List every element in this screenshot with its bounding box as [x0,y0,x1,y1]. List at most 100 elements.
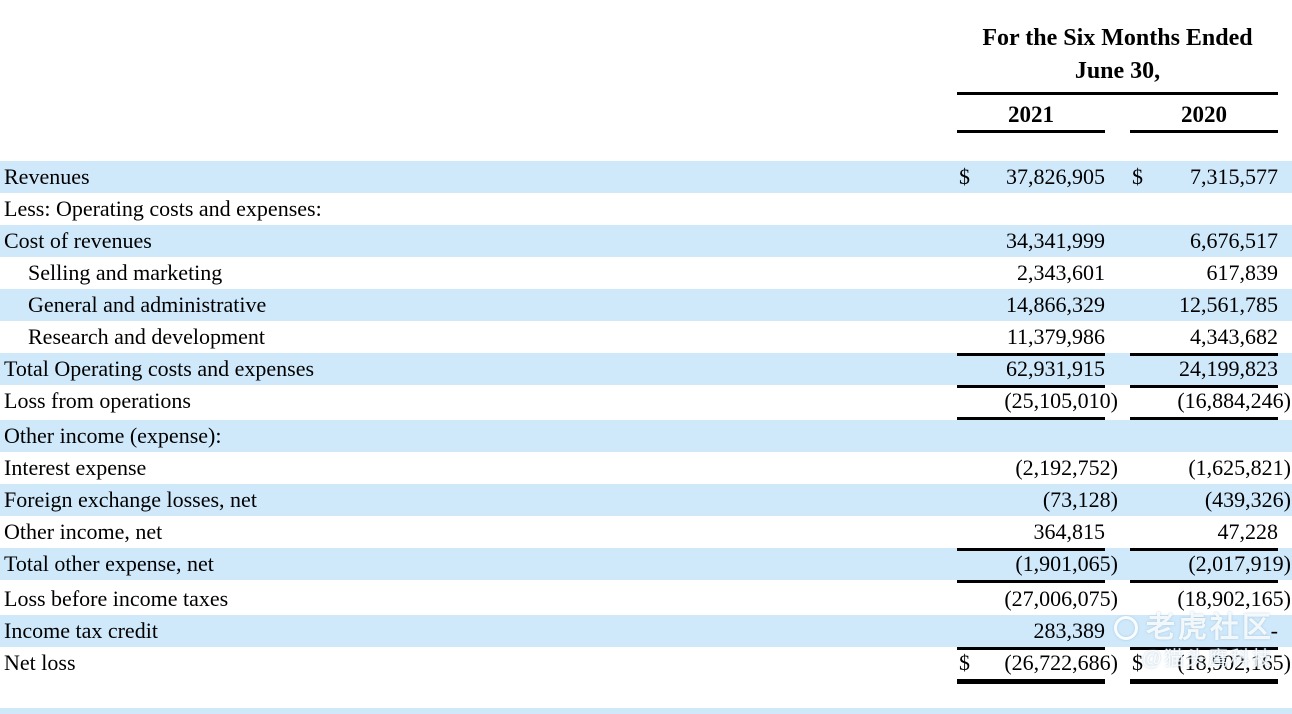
value-2020: 4,343,682 [1130,321,1290,356]
dollar-sign: $ [1132,650,1143,675]
value-text: 4,343,682 [1190,324,1278,349]
value-text: 24,199,823 [1179,356,1278,381]
table-row: Net loss $ (26,722,686) $ (18,902,165) [0,647,1292,684]
value-text: 34,341,999 [1006,228,1105,253]
table-row: Loss from operations (25,105,010) (16,884,… [0,385,1292,420]
value-text: (26,722,686) [1004,650,1118,675]
value-text: 47,228 [1217,519,1279,544]
value-2021: 283,389 [957,615,1117,650]
value-text: 364,815 [1033,519,1106,544]
dollar-sign: $ [1132,164,1143,189]
value-2021: (1,901,065) [957,548,1118,583]
table-row: Research and development 11,379,986 4,343,… [0,321,1292,356]
row-label: Less: Operating costs and expenses: [4,196,322,221]
row-label: Other income (expense): [4,423,222,448]
value-2020: (2,017,919) [1130,548,1291,583]
value-2020: (439,326) [1130,484,1291,516]
value-2020: 12,561,785 [1130,289,1290,321]
value-text: 37,826,905 [1006,164,1105,189]
row-label: Interest expense [4,455,147,480]
value-text: (18,902,165) [1177,650,1291,675]
value-text: 2,343,601 [1017,260,1105,285]
value-text: (16,884,246) [1177,388,1291,413]
value-text: - [1270,618,1278,643]
row-label: Revenues [4,164,90,189]
value-2021: (25,105,010) [957,385,1118,420]
table-row: Selling and marketing 2,343,601 617,839 [0,257,1292,289]
value-2021: (27,006,075) [957,583,1118,615]
value-2021 [957,193,1117,225]
row-label: Income tax credit [4,618,158,643]
row-label: Total Operating costs and expenses [4,356,315,381]
dollar-sign: $ [959,164,970,189]
year-columns-row: 2021 2020 [957,100,1290,133]
value-text: 617,839 [1206,260,1279,285]
value-text: (1,625,821) [1188,455,1291,480]
value-text: 283,389 [1033,618,1106,643]
value-2021: $37,826,905 [957,161,1117,193]
value-text: (18,902,165) [1177,586,1291,611]
value-text: 14,866,329 [1006,292,1105,317]
row-label: Cost of revenues [4,228,152,253]
value-2020: 6,676,517 [1130,225,1290,257]
table-row: Revenues $37,826,905 $7,315,577 [0,161,1292,193]
value-2020: 47,228 [1130,516,1290,551]
table-row: Total other expense, net (1,901,065) (2,01… [0,548,1292,583]
value-text: 6,676,517 [1190,228,1278,253]
value-2021: (2,192,752) [957,452,1118,484]
cut-off-bottom-row [0,708,1292,714]
row-label: Net loss [4,650,76,675]
value-2021: (73,128) [957,484,1118,516]
table-row: Loss before income taxes (27,006,075) (18,… [0,583,1292,615]
value-2021: 62,931,915 [957,353,1117,388]
value-2020: (16,884,246) [1130,385,1291,420]
value-text: 62,931,915 [1006,356,1105,381]
row-label: Research and development [28,324,266,349]
table-row: Foreign exchange losses, net (73,128) (439… [0,484,1292,516]
table-row: Interest expense (2,192,752) (1,625,821) [0,452,1292,484]
row-label: Loss before income taxes [4,586,229,611]
row-label: General and administrative [28,292,267,317]
row-label: Foreign exchange losses, net [4,487,257,512]
header-rule [957,92,1278,95]
value-2021 [957,420,1117,452]
value-2020 [1130,420,1290,452]
value-text: (73,128) [1042,487,1118,512]
table-row: General and administrative 14,866,329 12,5… [0,289,1292,321]
value-text: 11,379,986 [1006,324,1105,349]
table-row: Income tax credit 283,389 - [0,615,1292,650]
value-text: (2,017,919) [1188,551,1291,576]
table-header: For the Six Months Ended June 30, 2021 2… [957,22,1290,133]
value-2020: - [1130,615,1290,650]
table-row: Less: Operating costs and expenses: [0,193,1292,225]
value-text: (2,192,752) [1015,455,1118,480]
value-text: 12,561,785 [1179,292,1278,317]
value-2020: 617,839 [1130,257,1290,289]
value-text: (25,105,010) [1004,388,1118,413]
table-row: Cost of revenues 34,341,999 6,676,517 [0,225,1292,257]
value-text: (27,006,075) [1004,586,1118,611]
table-row: Other income (expense): [0,420,1292,452]
value-2020 [1130,193,1290,225]
row-label: Loss from operations [4,388,191,413]
column-header-2020: 2020 [1130,100,1290,133]
period-title-line2: June 30, [1074,58,1161,84]
value-2020: $7,315,577 [1130,161,1290,193]
value-2020: $ (18,902,165) [1130,647,1291,684]
value-text: 7,315,577 [1190,164,1278,189]
value-2021: $ (26,722,686) [957,647,1118,684]
table-row: Total Operating costs and expenses 62,931… [0,353,1292,388]
value-text: (1,901,065) [1015,551,1118,576]
value-2021: 364,815 [957,516,1117,551]
column-header-2021: 2021 [957,100,1117,133]
value-text: (439,326) [1204,487,1291,512]
row-label: Other income, net [4,519,163,544]
value-2020: 24,199,823 [1130,353,1290,388]
dollar-sign: $ [959,650,970,675]
statement-rows: Revenues $37,826,905 $7,315,577 Less: Opera… [0,161,1292,684]
table-row: Other income, net 364,815 47,228 [0,516,1292,551]
value-2021: 11,379,986 [957,321,1117,356]
value-2020: (18,902,165) [1130,583,1291,615]
value-2021: 2,343,601 [957,257,1117,289]
